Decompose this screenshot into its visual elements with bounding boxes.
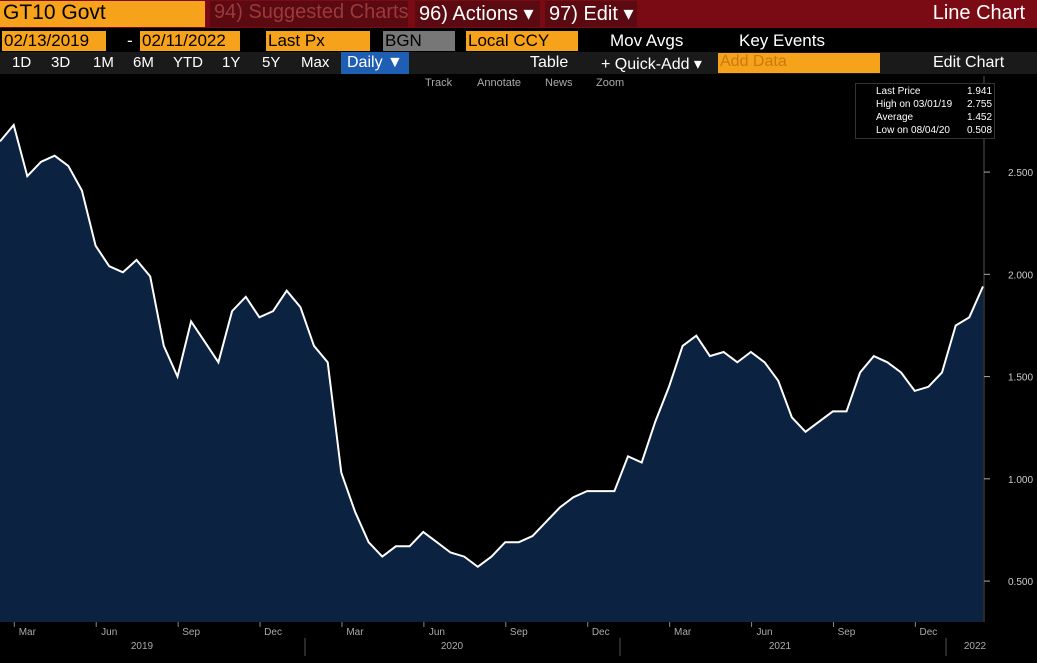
field-input[interactable]: Last Px [266, 31, 370, 51]
legend-value: 1.452 [967, 112, 993, 123]
period-button[interactable]: 1M [93, 54, 114, 71]
x-tick-label: Dec [264, 627, 282, 638]
x-group-label: 2020 [441, 641, 464, 652]
x-tick-label: Sep [838, 627, 856, 638]
legend-label: Last Price [876, 86, 921, 97]
legend-value: 2.755 [967, 99, 993, 110]
legend-label: Average [876, 112, 914, 123]
x-tick-label: Mar [346, 627, 364, 638]
currency[interactable]: Local CCY [466, 31, 578, 51]
add-data[interactable]: Add Data [718, 53, 880, 73]
x-group-label: 2021 [769, 641, 792, 652]
title: Line Chart [932, 2, 1025, 24]
period-button[interactable]: 5Y [262, 54, 281, 71]
x-group-label: 2019 [131, 641, 154, 652]
menu[interactable]: 97) Edit ▾ [545, 1, 637, 27]
x-tick-label: Mar [674, 627, 692, 638]
y-tick-label: 1.500 [1008, 373, 1033, 384]
line [0, 122, 984, 569]
period-button[interactable]: 1D [12, 54, 32, 71]
menu[interactable]: 94) Suggested Charts [210, 1, 409, 27]
legend-value: 1.941 [967, 86, 993, 97]
y-tick-label: 2.500 [1008, 168, 1033, 179]
x-tick-label: Mar [19, 627, 37, 638]
period-button[interactable]: 6M [133, 54, 154, 71]
tool[interactable]: Annotate [477, 77, 522, 89]
tool[interactable]: Track [425, 77, 453, 89]
x-tick-label: Jun [101, 627, 117, 638]
legend-value: 0.508 [967, 125, 993, 136]
y-tick-label: 0.500 [1008, 577, 1033, 588]
period-button[interactable]: 3D [51, 54, 71, 71]
checkbox[interactable]: Mov Avgs [610, 31, 684, 50]
date-input[interactable]: 02/11/2022 [140, 31, 240, 51]
date-input[interactable]: 02/13/2019 [2, 31, 106, 51]
source[interactable]: BGN [383, 31, 455, 51]
x-group-label: 2022 [964, 641, 987, 652]
period-button[interactable]: YTD [173, 54, 203, 71]
frequency[interactable]: Daily ▼ [341, 52, 409, 74]
legend-label: Low on 08/04/20 [876, 125, 950, 136]
x-tick-label: Jun [429, 627, 445, 638]
period-button[interactable]: 1Y [222, 54, 241, 71]
separator: - [127, 31, 133, 50]
area [0, 125, 983, 622]
x-tick-label: Sep [182, 627, 200, 638]
button[interactable]: Table [530, 54, 569, 71]
ticker[interactable]: GT10 Govt [0, 1, 205, 27]
x-axis-band [0, 622, 1037, 663]
button[interactable]: Edit Chart [933, 54, 1005, 71]
x-tick-label: Jun [756, 627, 772, 638]
x-tick-label: Sep [510, 627, 528, 638]
tool[interactable]: Zoom [596, 77, 625, 89]
chart: 0.500 1.000 1.500 2.000 2.500 Mar Jun Sep Dec Mar… [0, 76, 1037, 663]
checkbox[interactable]: Key Events [739, 31, 825, 50]
tool[interactable]: News [545, 77, 573, 89]
y-tick-label: 2.000 [1008, 270, 1033, 281]
period-button[interactable]: Max [301, 54, 330, 71]
menu[interactable]: 96) Actions ▾ [415, 1, 540, 27]
legend-label: High on 03/01/19 [876, 99, 953, 110]
legend: Last Price 1.941 High on 03/01/19 2.755 Aver… [855, 83, 995, 139]
x-tick-label: Dec [919, 627, 937, 638]
x-tick-label: Dec [592, 627, 610, 638]
button[interactable]: + Quick-Add ▾ [601, 56, 702, 73]
y-tick-label: 1.000 [1008, 475, 1033, 486]
